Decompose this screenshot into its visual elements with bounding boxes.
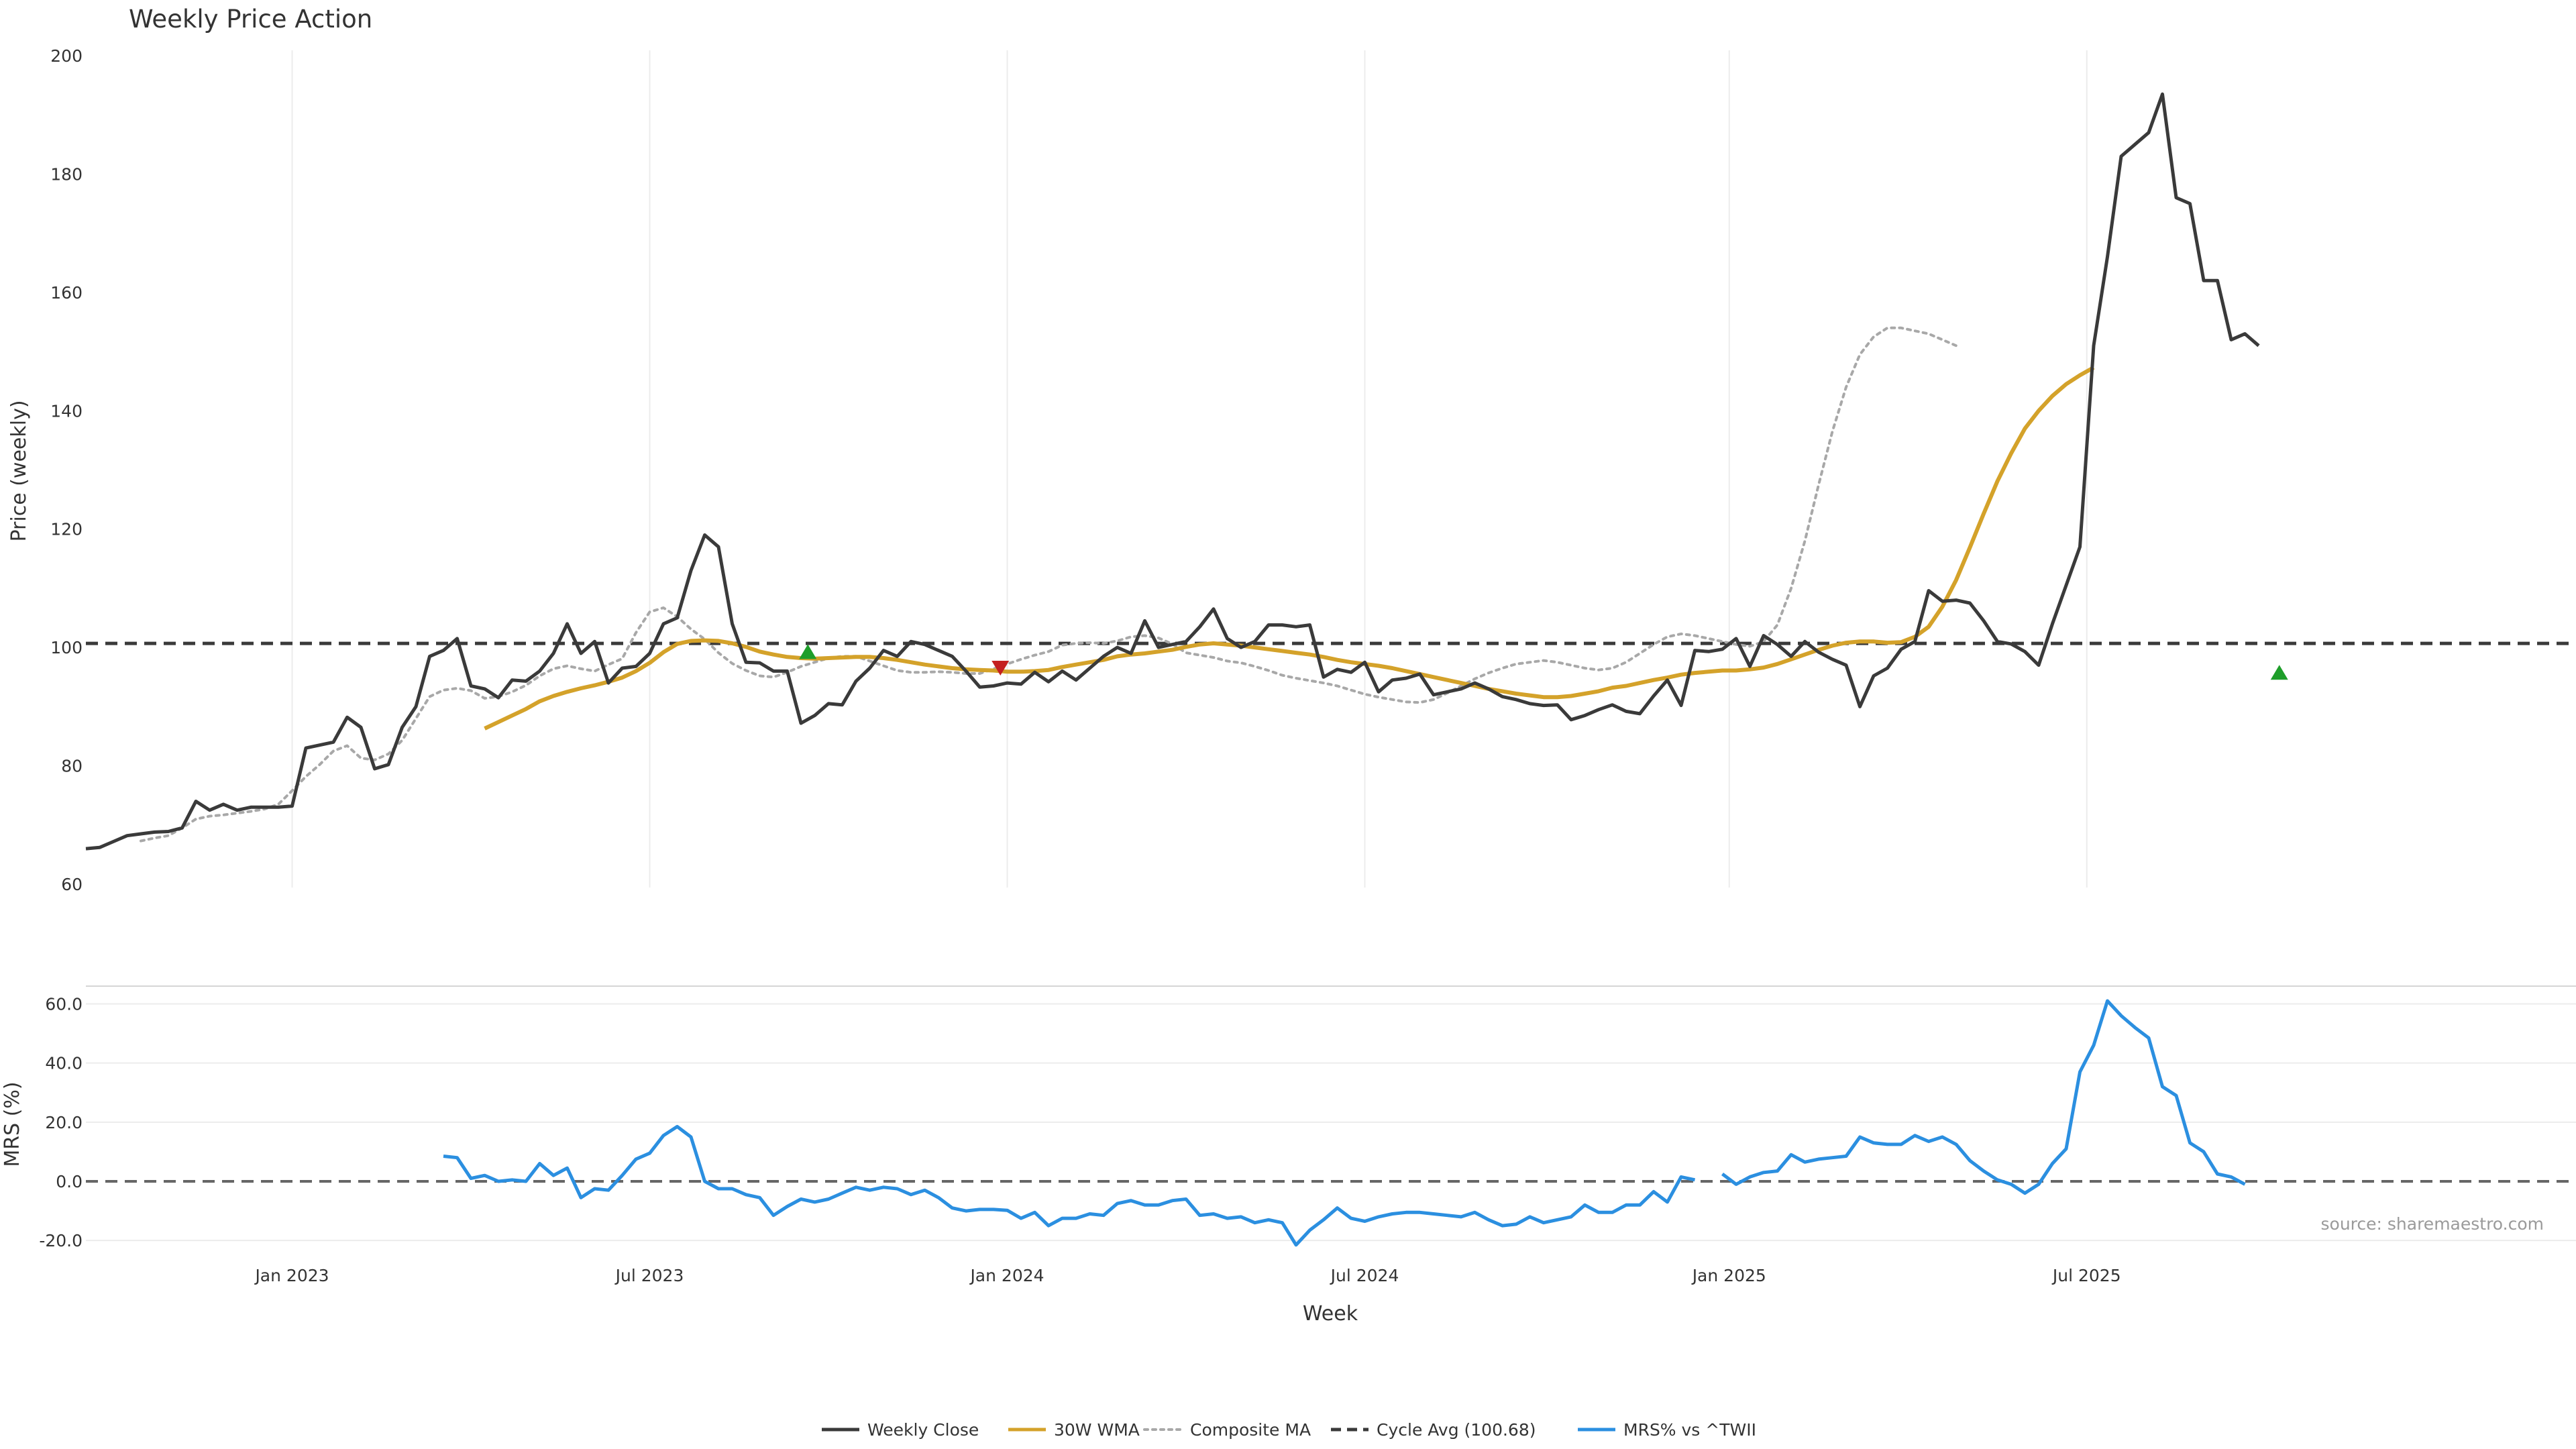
legend-label: Weekly Close [867,1420,979,1440]
x-tick-label: Jan 2025 [1691,1266,1766,1285]
mrs-y-tick-label: 60.0 [45,994,83,1014]
mrs-y-tick-label: 0.0 [56,1172,83,1191]
x-axis-title: Week [1303,1302,1358,1326]
x-tick-label: Jul 2024 [1330,1266,1399,1285]
mrs-y-tick-label: 40.0 [45,1054,83,1073]
sell-signal-marker [991,661,1010,676]
mrs-gridlines [86,1003,2576,1242]
mrs-y-tick-label: -20.0 [39,1231,83,1250]
series-weekly-close [85,92,2260,851]
legend-label: MRS% vs ^TWII [1623,1420,1756,1440]
legend-label: Composite MA [1190,1420,1311,1440]
x-tick-label: Jul 2025 [2051,1266,2121,1285]
mrs-panel: -20.00.020.040.060.0 Jan 2023 Jul 2023 Jan… [1,985,2576,1326]
legend: Weekly Close 30W WMA Composite MA Cycle Avg… [822,1420,1756,1440]
price-y-axis-title: Price (weekly) [7,400,31,541]
legend-label: 30W WMA [1054,1420,1140,1440]
buy-signal-marker [2270,665,2288,680]
price-y-tick-label: 160 [50,283,83,303]
series-composite-ma [140,326,1957,843]
price-y-tick-label: 80 [61,757,83,776]
price-y-tick-label: 140 [50,401,83,421]
legend-item-mrs-vs-twii: MRS% vs ^TWII [1578,1420,1756,1440]
x-tick-label: Jan 2023 [254,1266,329,1285]
series-30w-wma [484,366,2095,731]
signal-markers [799,644,2288,680]
chart-title: Weekly Price Action [129,5,372,34]
x-tick-label: Jul 2023 [614,1266,684,1285]
mrs-y-tick-labels: -20.0 0.0 20.0 40.0 60.0 [39,994,83,1250]
x-tick-labels: Jan 2023 Jul 2023 Jan 2024 Jul 2024 Jan 2025… [254,1266,2121,1285]
price-series [85,92,2576,851]
legend-item-weekly-close: Weekly Close [822,1420,979,1440]
legend-item-cycle-avg-100-68: Cycle Avg (100.68) [1331,1420,1536,1440]
legend-label: Cycle Avg (100.68) [1377,1420,1536,1440]
price-y-tick-label: 200 [50,46,83,66]
buy-signal-marker [799,644,817,659]
price-y-tick-label: 60 [61,875,83,894]
source-annotation: source: sharemaestro.com [2321,1214,2544,1234]
x-tick-label: Jan 2024 [969,1266,1044,1285]
legend-item-composite-ma: Composite MA [1143,1420,1311,1440]
mrs-series [86,999,2576,1247]
series-mrs-vs-twii [443,1124,1696,1247]
mrs-y-axis-title: MRS (%) [1,1081,24,1167]
series-mrs-vs-twii [1721,999,2246,1195]
price-y-tick-labels: 60 80 100 120 140 160 180 200 [50,46,83,894]
legend-item-30w-wma: 30W WMA [1008,1420,1140,1440]
price-y-tick-label: 180 [50,164,83,184]
price-y-tick-label: 120 [50,520,83,539]
price-panel: 60 80 100 120 140 160 180 200 Weekly Price Acti… [7,5,2576,894]
mrs-y-tick-label: 20.0 [45,1113,83,1132]
price-y-tick-label: 100 [50,638,83,657]
price-gridlines [291,50,2088,888]
